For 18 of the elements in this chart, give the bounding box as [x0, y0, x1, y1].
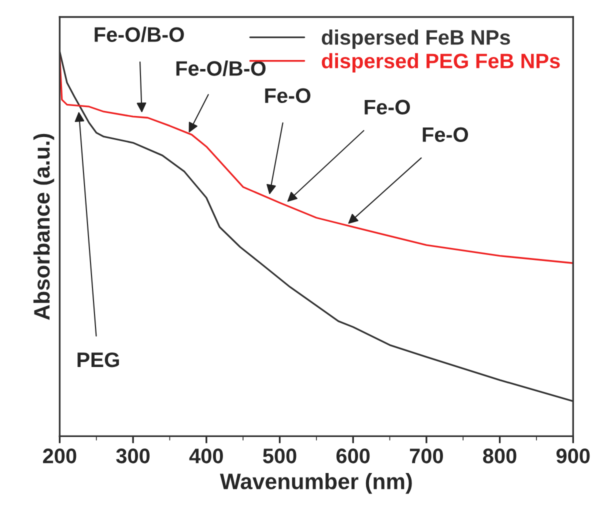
x-tick-label: 700 [410, 448, 443, 464]
annotation: Fe-O/B-O [176, 60, 266, 76]
x-tick-label: 800 [483, 448, 516, 464]
legend-label: dispersed FeB NPs [322, 29, 510, 49]
annotation: Fe-O [364, 100, 410, 115]
y-axis-title: Absorbance (a.u.) [33, 134, 54, 320]
x-tick-label: 900 [556, 448, 590, 464]
x-tick-label: 300 [116, 448, 150, 464]
legend-label: dispersed PEG FeB NPs [322, 53, 560, 73]
x-tick-label: 400 [189, 448, 223, 464]
x-tick-label: 600 [336, 448, 370, 464]
annotation: PEG [78, 352, 119, 368]
annotation: Fe-O [422, 127, 468, 142]
annotation: Fe-O/B-O [94, 26, 184, 42]
annotation: Fe-O [265, 88, 310, 104]
x-tick-label: 200 [43, 448, 76, 464]
x-tick-label: 500 [263, 448, 296, 464]
x-axis-title: Wavenumber (nm) [220, 472, 412, 494]
